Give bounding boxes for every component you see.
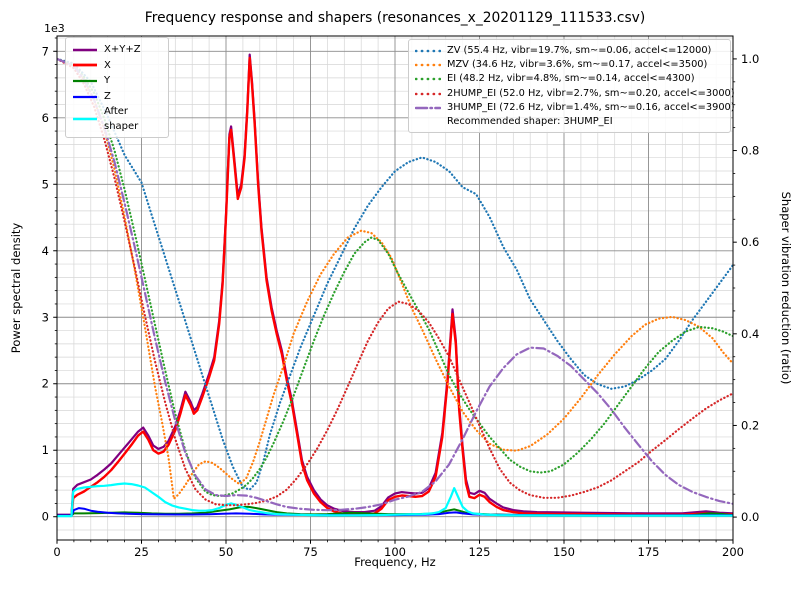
- legend-entry-mzv: MZV (34.6 Hz, vibr=3.6%, sm~=0.17, accel…: [415, 58, 724, 72]
- x-tick-label: 125: [469, 545, 491, 559]
- series-after-shaper: [57, 482, 733, 518]
- series-2hump-ei: [57, 57, 733, 507]
- y-axis-label-right: Shaper vibration reduction (ratio): [779, 191, 793, 385]
- y-left-tick-label: 7: [42, 44, 49, 58]
- x-tick-label: 200: [722, 545, 744, 559]
- legend-entry-label: 2HUMP_EI (52.0 Hz, vibr=2.7%, sm~=0.20, …: [447, 87, 735, 99]
- legend-entry-label: 3HUMP_EI (72.6 Hz, vibr=1.4%, sm~=0.16, …: [447, 101, 735, 113]
- x-tick-label: 175: [638, 545, 660, 559]
- series-mzv: [57, 57, 733, 500]
- y-right-tick-label: 0.8: [741, 144, 759, 158]
- y-right-tick-label: 1.0: [741, 52, 759, 66]
- legend-swatch-solid: [73, 95, 97, 98]
- legend-entry-label: ZV (55.4 Hz, vibr=19.7%, sm~=0.06, accel…: [447, 45, 712, 57]
- legend-entry-label: X: [104, 59, 111, 71]
- y-left-tick-label: 6: [42, 111, 49, 125]
- legend-entry-2hump-ei: 2HUMP_EI (52.0 Hz, vibr=2.7%, sm~=0.20, …: [415, 87, 735, 101]
- y-left-tick-label: 3: [42, 310, 49, 324]
- ticks: 0 25 50 75 100 125 150 175 200 0 1 2 3 4 5 6 7 0.0 0.2 0.4 0…: [42, 37, 759, 559]
- legend-entry-x: X: [72, 58, 162, 74]
- legend-entry-label: MZV (34.6 Hz, vibr=3.6%, sm~=0.17, accel…: [447, 59, 708, 71]
- legend-swatch-dotted: [415, 64, 441, 67]
- legend-entry-label: After shaper: [104, 106, 139, 133]
- legend-swatch-dotted: [415, 49, 441, 53]
- y-left-tick-label: 2: [42, 377, 49, 391]
- y-axis-label-left: Power spectral density: [9, 222, 23, 354]
- x-tick-label: 75: [303, 545, 318, 559]
- y-right-tick-label: 0.2: [741, 418, 759, 432]
- x-tick-label: 0: [53, 545, 60, 559]
- legend-swatch-solid: [73, 64, 97, 67]
- y-left-tick-label: 4: [42, 244, 49, 258]
- legend-entry-label: EI (48.2 Hz, vibr=4.8%, sm~=0.14, accel<…: [447, 73, 695, 85]
- x-tick-label: 150: [553, 545, 575, 559]
- chart-title: Frequency response and shapers (resonanc…: [144, 10, 646, 26]
- legend-swatch-dotted: [415, 78, 441, 81]
- x-axis-label: Frequency, Hz: [354, 555, 436, 569]
- legend-entry-x-y-z: X+Y+Z: [72, 42, 162, 58]
- legend-entry-zv: ZV (55.4 Hz, vibr=19.7%, sm~=0.06, accel…: [415, 44, 724, 58]
- legend-entry-y: Y: [72, 73, 162, 89]
- x-tick-label: 100: [384, 545, 406, 559]
- legend-swatch-dashdot: [415, 106, 441, 110]
- legend-entry-label: Z: [104, 91, 111, 103]
- x-tick-label: 25: [134, 545, 149, 559]
- legend-recommended-shaper: Recommended shaper: 3HUMP_EI: [447, 116, 613, 128]
- y-left-tick-label: 0: [42, 510, 49, 524]
- legend-entry-after-shaper: After shaper: [72, 104, 162, 134]
- y-right-tick-label: 0.0: [741, 510, 759, 524]
- x-tick-label: 50: [219, 545, 234, 559]
- legend-entry-ei: EI (48.2 Hz, vibr=4.8%, sm~=0.14, accel<…: [415, 72, 724, 86]
- y-right-tick-label: 0.6: [741, 235, 759, 249]
- legend-entry-3hump-ei: 3HUMP_EI (72.6 Hz, vibr=1.4%, sm~=0.16, …: [415, 101, 735, 115]
- legend-swatch-solid: [73, 118, 97, 121]
- legend-entry-label: X+Y+Z: [104, 44, 141, 56]
- y-axis-offset-text: 1e3: [44, 22, 65, 35]
- y-left-tick-label: 1: [42, 443, 49, 457]
- legend-psd: X+Y+Z X Y Z After shaper: [65, 37, 169, 139]
- y-left-tick-label: 5: [42, 177, 49, 191]
- y-right-tick-label: 0.4: [741, 327, 759, 341]
- grid-minor: [57, 36, 733, 540]
- legend-entry-label: Y: [104, 75, 111, 87]
- legend-swatch-dotted: [415, 92, 441, 95]
- legend-swatch-solid: [73, 48, 97, 52]
- legend-entry-z: Z: [72, 89, 162, 105]
- series-x: [57, 56, 733, 517]
- legend-swatch-solid: [73, 79, 97, 83]
- series-zv: [57, 57, 733, 491]
- series-group: [57, 53, 733, 518]
- legend-shapers: ZV (55.4 Hz, vibr=19.7%, sm~=0.06, accel…: [408, 39, 735, 134]
- series-ei: [57, 57, 733, 498]
- series-3hump-ei: [57, 57, 733, 512]
